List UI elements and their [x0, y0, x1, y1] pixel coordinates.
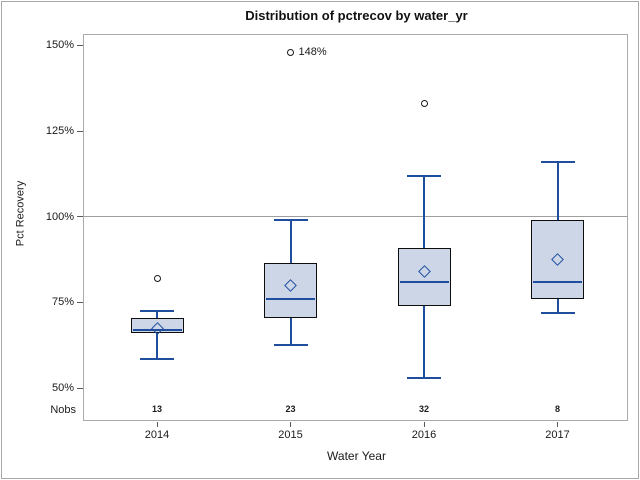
upper-whisker-line — [289, 220, 292, 263]
lower-whisker-line — [156, 333, 158, 359]
nobs-value: 32 — [418, 404, 429, 414]
chart-title: Distribution of pctrecov by water_yr — [245, 8, 468, 23]
x-tick-mark — [423, 422, 425, 427]
nobs-row-label: Nobs — [50, 404, 76, 416]
lower-whisker-line — [556, 298, 559, 313]
nobs-value: 23 — [285, 404, 296, 414]
x-category-label: 2016 — [411, 429, 437, 441]
x-category-label: 2017 — [545, 429, 570, 441]
median-line — [399, 280, 449, 283]
y-tick-mark — [77, 387, 83, 389]
y-tick-label: 75% — [51, 296, 74, 309]
upper-whisker-line — [156, 310, 158, 318]
lower-whisker-line — [423, 305, 425, 378]
x-tick-mark — [557, 422, 558, 427]
nobs-value: 8 — [554, 404, 560, 414]
median-line — [132, 328, 182, 331]
upper-whisker-cap — [140, 309, 174, 312]
lower-whisker-line — [289, 317, 292, 346]
y-tick-mark — [77, 44, 83, 46]
upper-whisker-cap — [540, 160, 575, 163]
y-tick-mark — [77, 301, 83, 303]
lower-whisker-cap — [407, 376, 441, 379]
lower-whisker-cap — [540, 311, 575, 314]
reference-line — [84, 216, 628, 218]
nobs-value: 13 — [151, 404, 162, 414]
box-iqr — [397, 247, 451, 306]
box-iqr — [531, 220, 584, 299]
y-tick-label: 150% — [45, 39, 74, 52]
upper-whisker-cap — [407, 174, 441, 177]
upper-whisker-cap — [273, 219, 308, 222]
outlier-marker — [287, 48, 294, 56]
y-tick-label: 125% — [45, 125, 74, 138]
upper-whisker-line — [556, 161, 559, 221]
x-category-label: 2014 — [144, 429, 170, 441]
outlier-marker — [153, 274, 161, 282]
y-tick-label: 100% — [45, 210, 74, 223]
lower-whisker-cap — [140, 357, 174, 360]
y-tick-mark — [77, 130, 83, 132]
y-tick-label: 50% — [51, 382, 74, 395]
x-tick-mark — [290, 422, 291, 427]
x-axis-title: Water Year — [327, 449, 386, 463]
median-line — [533, 280, 582, 283]
median-line — [266, 297, 315, 300]
y-tick-mark — [77, 216, 83, 218]
x-category-label: 2015 — [278, 429, 303, 441]
lower-whisker-cap — [273, 344, 308, 347]
outlier-marker — [420, 100, 428, 108]
box-iqr — [264, 262, 317, 318]
outlier-value-label: 148% — [298, 46, 327, 59]
x-tick-mark — [156, 422, 158, 427]
upper-whisker-line — [423, 175, 425, 248]
